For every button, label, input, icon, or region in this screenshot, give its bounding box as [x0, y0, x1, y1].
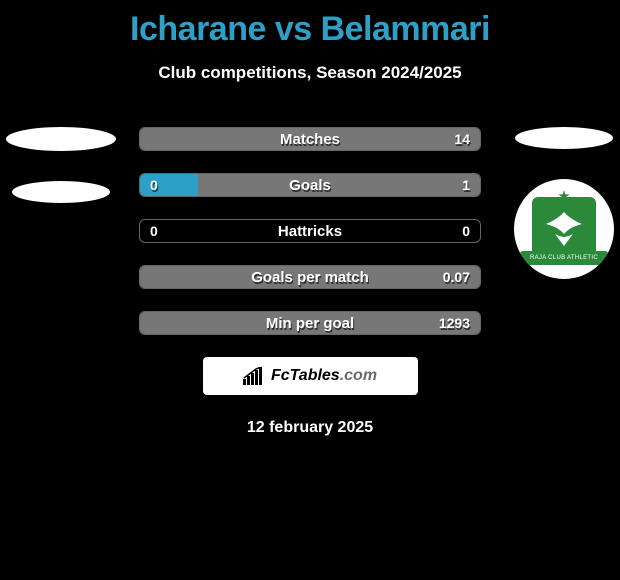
stat-label: Min per goal [140, 312, 480, 334]
stat-bar-goals: 0 Goals 1 [139, 173, 481, 197]
stat-right-value: 1293 [439, 312, 470, 334]
stat-label: Matches [140, 128, 480, 150]
stat-right-value: 0.07 [443, 266, 470, 288]
bar-chart-icon [243, 367, 265, 385]
site-badge[interactable]: FcTables.com [203, 357, 418, 395]
site-name-main: FcTables [271, 367, 340, 384]
ellipse-deco [12, 181, 110, 203]
stat-label: Goals [140, 174, 480, 196]
subtitle: Club competitions, Season 2024/2025 [0, 63, 620, 83]
star-icon: ★ [557, 187, 570, 205]
eagle-svg [541, 206, 587, 252]
stat-right-value: 0 [462, 220, 470, 242]
right-decorations: ★ RAJA CLUB ATHLETIC [514, 127, 614, 279]
stat-bar-matches: Matches 14 [139, 127, 481, 151]
club-logo-banner: RAJA CLUB ATHLETIC [520, 251, 608, 265]
stat-right-value: 1 [462, 174, 470, 196]
left-decorations [6, 127, 116, 233]
stat-bar-mpg: Min per goal 1293 [139, 311, 481, 335]
ellipse-deco [6, 127, 116, 151]
club-logo: ★ RAJA CLUB ATHLETIC [514, 179, 614, 279]
page-title: Icharane vs Belammari [0, 0, 620, 49]
stat-bar-hattricks: 0 Hattricks 0 [139, 219, 481, 243]
site-name-tld: .com [340, 367, 377, 384]
as-of-date: 12 february 2025 [0, 419, 620, 437]
stat-label: Hattricks [140, 220, 480, 242]
stat-label: Goals per match [140, 266, 480, 288]
stat-right-value: 14 [454, 128, 470, 150]
stat-bars: Matches 14 0 Goals 1 0 Hattricks 0 Goals… [139, 127, 481, 335]
stat-bar-gpm: Goals per match 0.07 [139, 265, 481, 289]
ellipse-deco [515, 127, 613, 149]
site-name: FcTables.com [271, 367, 377, 385]
stats-area: ★ RAJA CLUB ATHLETIC Matches 14 0 Goals … [0, 127, 620, 437]
